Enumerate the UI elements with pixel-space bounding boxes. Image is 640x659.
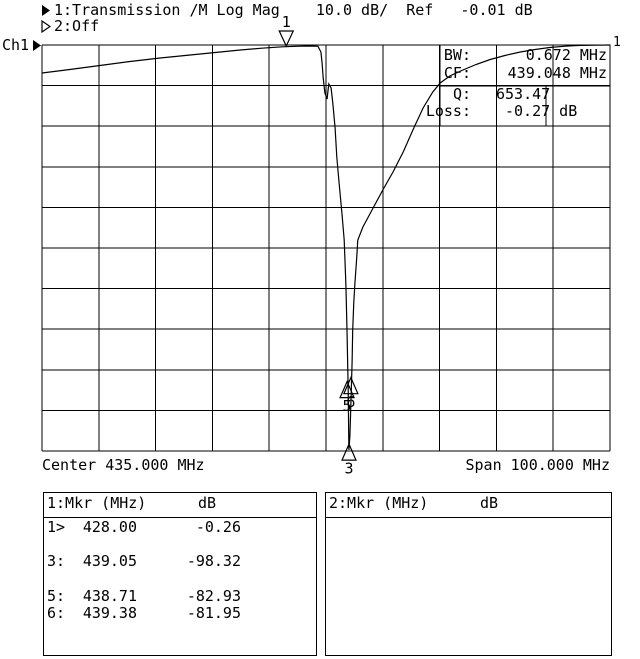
marker-id-cell: 1>	[47, 518, 66, 536]
marker-id-cell: 6:	[47, 603, 66, 622]
marker-6-symbol	[342, 376, 359, 395]
channel-label: Ch1	[2, 36, 30, 54]
trace1-active-icon	[42, 5, 50, 16]
marker-3-label: 3	[344, 459, 353, 477]
marker-table-row	[326, 520, 611, 537]
q-label: Q:	[452, 85, 471, 103]
channel-label-row: Ch1	[2, 38, 42, 53]
marker-freq-cell: 439.38	[82, 603, 137, 622]
marker-table-row: 3: 439.05 -98.32	[44, 554, 316, 571]
trace1-header: 1:Transmission /M Log Mag 10.0 dB/ Ref -…	[41, 3, 533, 18]
marker-table-row	[326, 589, 611, 606]
marker-table-2-title: 2:Mkr (MHz)	[329, 494, 429, 512]
trace2-inactive-icon	[41, 20, 51, 33]
marker-table-2: 2:Mkr (MHz) dB	[325, 492, 612, 656]
marker-db-cell: -0.26	[195, 518, 241, 536]
channel-ref-pointer-icon	[33, 40, 42, 51]
marker-table-2-unit: dB	[480, 494, 499, 512]
q-loss-readout-box	[439, 85, 547, 127]
marker-db-cell: -81.95	[186, 603, 241, 622]
trace-ch1	[41, 44, 611, 450]
marker-5-symbol	[339, 380, 355, 399]
marker-id-cell: 3:	[47, 552, 66, 571]
marker-freq-cell: 438.71	[82, 586, 137, 605]
marker-freq-cell: 428.00	[82, 518, 137, 536]
marker-table-2-header: 2:Mkr (MHz) dB	[326, 493, 611, 518]
marker-table-row	[326, 606, 611, 623]
marker-table-row: 1> 428.00 -0.26	[44, 520, 316, 537]
marker-table-row: 5: 438.71 -82.93	[44, 586, 316, 606]
loss-value: -0.27 dB	[505, 102, 578, 120]
q-value: 653.47	[496, 85, 551, 103]
cf-label: CF:	[443, 64, 471, 82]
graticule	[41, 44, 611, 452]
marker-table-1-unit: dB	[198, 494, 217, 512]
marker-table-row: 6: 439.38 -81.95	[44, 603, 316, 623]
marker-table-row	[326, 554, 611, 571]
bw-value: 0.672 MHz	[525, 46, 607, 64]
marker-1-symbol	[278, 30, 295, 48]
cf-value: 439.048 MHz	[507, 64, 607, 82]
ref-position-marker: 1	[613, 35, 621, 50]
marker-table-row	[326, 537, 611, 554]
marker-id-cell: 5:	[47, 586, 66, 605]
trace2-header: 2:Off	[41, 19, 99, 34]
loss-label: Loss:	[425, 102, 471, 120]
marker-6-label: 6	[346, 393, 355, 411]
marker-3-symbol	[341, 442, 357, 461]
trace1-header-label: 1:Transmission /M Log Mag 10.0 dB/ Ref -…	[54, 1, 533, 19]
span-label: Span 100.000 MHz	[465, 456, 611, 474]
marker-5-label: 5	[343, 397, 352, 415]
center-frequency-label: Center 435.000 MHz	[42, 456, 205, 474]
marker-freq-cell: 439.05	[82, 552, 137, 571]
marker-table-1-body: 1> 428.00 -0.26 3: 439.05 -98.32 5: 438.71 -82.9…	[44, 520, 316, 623]
bw-label: BW:	[443, 46, 471, 64]
marker-db-cell: -82.93	[186, 586, 241, 605]
trace2-header-label: 2:Off	[54, 17, 100, 35]
marker-1-label: 1	[282, 13, 291, 31]
marker-table-1-header: 1:Mkr (MHz) dB	[44, 493, 316, 518]
marker-table-row	[326, 572, 611, 589]
marker-table-1: 1:Mkr (MHz) dB 1> 428.00 -0.26 3: 439.05 -98.…	[43, 492, 317, 656]
marker-table-2-body	[326, 520, 611, 623]
marker-db-cell: -98.32	[186, 552, 241, 571]
marker-table-1-title: 1:Mkr (MHz)	[47, 494, 147, 512]
